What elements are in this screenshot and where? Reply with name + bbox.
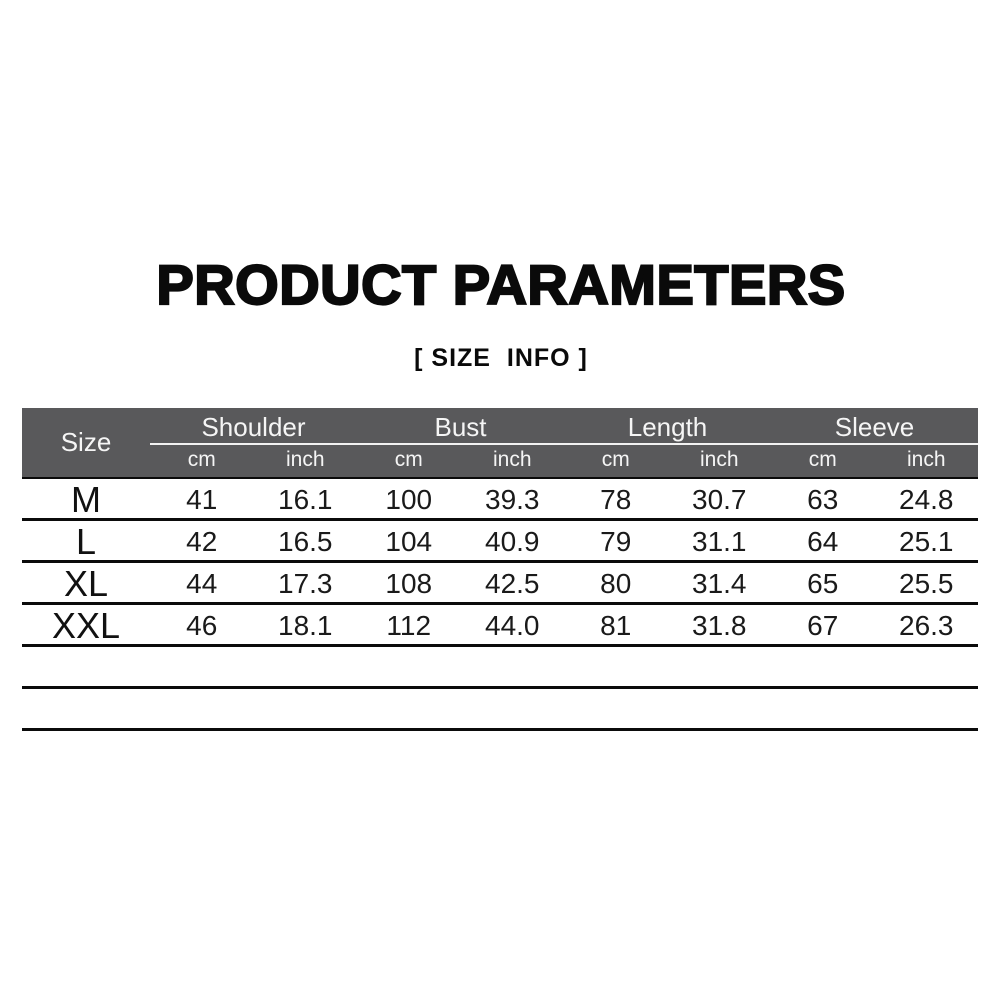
value-cell: 42	[186, 526, 218, 557]
size-label: M	[71, 479, 101, 520]
table-body: M 41 16.1 100 39.3 78 30.7 63 24.8 L 42 …	[22, 477, 978, 731]
value-cell: 39.3	[485, 484, 540, 515]
value-cell: 80	[600, 568, 632, 599]
value-cell: 108	[385, 568, 433, 599]
column-header-sleeve: Sleeve	[834, 412, 915, 442]
unit-header-length-cm: cm	[601, 448, 630, 471]
value-cell: 30.7	[692, 484, 747, 515]
size-table: Size Shoulder Bust Length Sleeve cm inch…	[22, 408, 978, 731]
value-cell: 112	[386, 610, 432, 641]
value-cell: 63	[807, 484, 839, 515]
unit-header-shoulder-inch: inch	[285, 448, 325, 471]
value-cell: 31.4	[692, 568, 747, 599]
header-underline	[150, 443, 978, 445]
size-label: XXL	[51, 605, 121, 646]
value-cell: 78	[600, 484, 632, 515]
empty-table-row	[22, 647, 978, 689]
value-cell: 67	[807, 610, 839, 641]
unit-header-bust-cm: cm	[394, 448, 423, 471]
value-cell: 42.5	[485, 568, 540, 599]
size-info-subtitle: [ SIZE INFO ]	[414, 344, 588, 372]
unit-header-sleeve-cm: cm	[808, 448, 837, 471]
empty-table-row	[22, 689, 978, 731]
value-cell: 24.8	[899, 484, 954, 515]
column-header-bust: Bust	[434, 412, 487, 442]
table-row-l: L 42 16.5 104 40.9 79 31.1 64 25.1	[22, 521, 978, 563]
value-cell: 16.5	[278, 526, 333, 557]
column-header-length: Length	[627, 412, 708, 442]
table-row-m: M 41 16.1 100 39.3 78 30.7 63 24.8	[22, 479, 978, 521]
value-cell: 17.3	[278, 568, 333, 599]
unit-header-sleeve-inch: inch	[906, 448, 946, 471]
unit-header-bust-inch: inch	[492, 448, 532, 471]
size-label: XL	[63, 563, 109, 604]
value-cell: 41	[186, 484, 218, 515]
table-row-xl: XL 44 17.3 108 42.5 80 31.4 65 25.5	[22, 563, 978, 605]
column-header-size: Size	[60, 427, 112, 457]
page-title: PRODUCT PARAMETERS	[155, 252, 846, 317]
value-cell: 46	[186, 610, 218, 641]
table-header: Size Shoulder Bust Length Sleeve cm inch…	[22, 408, 978, 477]
value-cell: 40.9	[485, 526, 540, 557]
value-cell: 31.1	[692, 526, 747, 557]
unit-header-shoulder-cm: cm	[187, 448, 216, 471]
value-cell: 65	[807, 568, 839, 599]
value-cell: 44.0	[485, 610, 540, 641]
value-cell: 25.1	[899, 526, 954, 557]
value-cell: 81	[600, 610, 632, 641]
column-header-shoulder: Shoulder	[201, 412, 306, 442]
table-row-xxl: XXL 46 18.1 112 44.0 81 31.8 67 26.3	[22, 605, 978, 647]
value-cell: 79	[600, 526, 632, 557]
unit-header-length-inch: inch	[699, 448, 739, 471]
value-cell: 100	[385, 484, 433, 515]
value-cell: 64	[807, 526, 839, 557]
value-cell: 44	[186, 568, 218, 599]
value-cell: 18.1	[278, 610, 333, 641]
value-cell: 26.3	[899, 610, 954, 641]
value-cell: 25.5	[899, 568, 954, 599]
value-cell: 104	[385, 526, 433, 557]
size-label: L	[75, 521, 97, 562]
value-cell: 16.1	[278, 484, 333, 515]
value-cell: 31.8	[692, 610, 747, 641]
